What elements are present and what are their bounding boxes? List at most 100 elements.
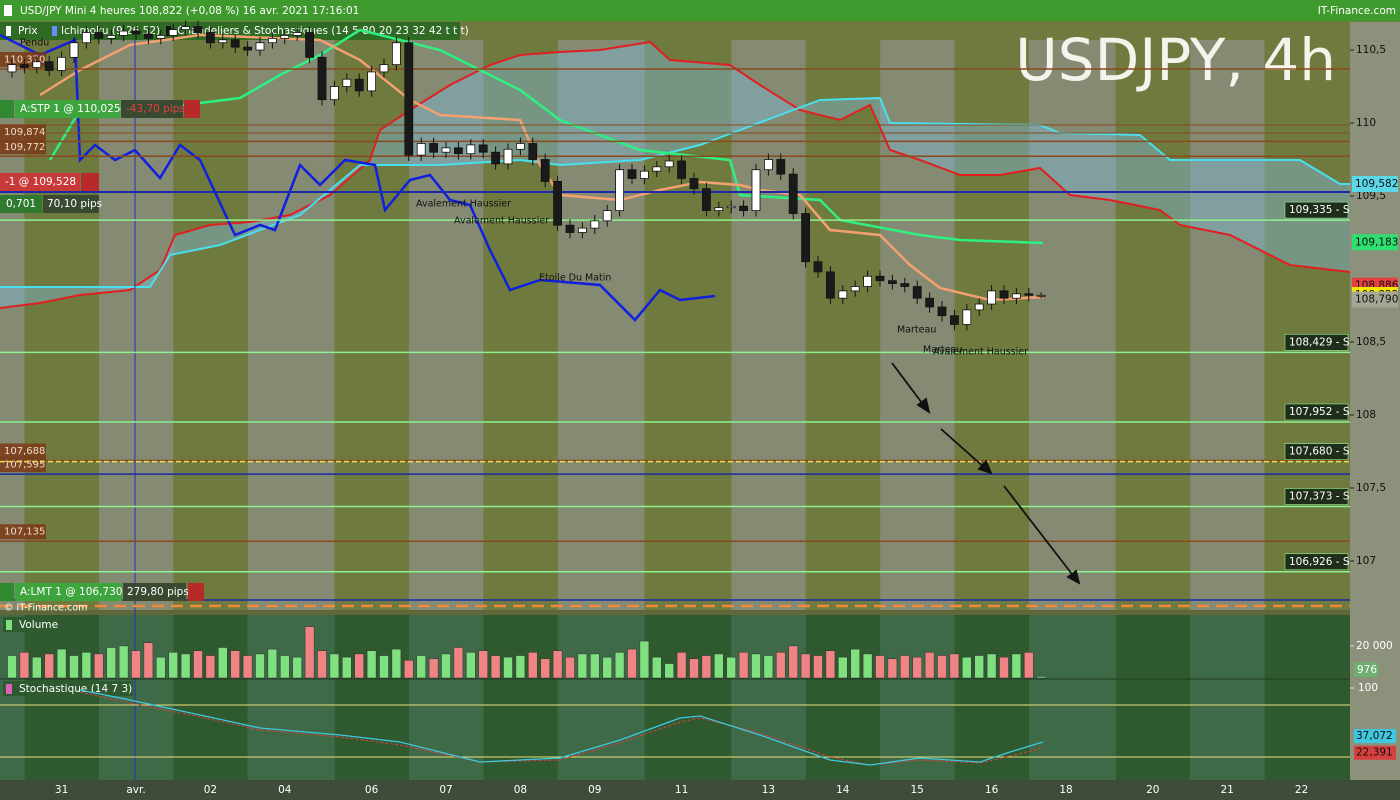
x-tick-label: 21 (1221, 784, 1234, 796)
volume-bar (168, 652, 178, 679)
legend-icon[interactable] (52, 26, 57, 36)
candle-body (156, 35, 166, 39)
x-tick-label: 22 (1295, 784, 1308, 796)
volume-bar (1024, 652, 1034, 679)
candle-body (602, 210, 612, 222)
volume-bar (937, 655, 947, 679)
volume-bar (81, 652, 92, 679)
volume-bar (255, 653, 265, 679)
panel-icon (6, 684, 12, 694)
day-band (247, 615, 335, 780)
order-box[interactable] (15, 100, 120, 118)
candle-body (453, 147, 463, 155)
price-marker-label: 109,183 (1355, 236, 1398, 248)
close-button[interactable] (81, 173, 99, 191)
legend-icon[interactable] (6, 26, 11, 36)
volume-bar (999, 656, 1009, 679)
volume-bar (490, 655, 501, 679)
annotation: Marteau (923, 345, 962, 356)
day-band (1264, 615, 1350, 780)
day-band (805, 40, 881, 610)
order-handle[interactable] (0, 583, 14, 601)
result-box (0, 195, 42, 213)
candle-body (168, 29, 178, 36)
candle-body (627, 169, 637, 179)
volume-bar (602, 656, 612, 679)
volume-bar (242, 655, 253, 679)
volume-bar (800, 653, 811, 679)
volume-bar (354, 653, 364, 679)
position-box[interactable] (0, 173, 80, 191)
candle-body (900, 283, 910, 287)
candle-body (565, 224, 575, 233)
level-label: 109,874 (4, 127, 45, 138)
day-band (483, 40, 558, 610)
volume-bar (528, 652, 538, 679)
order-box[interactable] (15, 583, 122, 601)
candle-body (516, 143, 525, 150)
legend-icon[interactable] (166, 26, 171, 36)
candle-body (354, 78, 364, 92)
candle-body (1024, 293, 1034, 296)
chart-marks: 110,5110109,5108,5108107,5107110,370109,… (0, 20, 1399, 796)
volume-bar (218, 647, 228, 679)
position-label[interactable]: -1 @ 109,528 (5, 176, 76, 188)
close-button[interactable] (188, 583, 204, 601)
y-tick-label: 108 (1356, 409, 1376, 421)
volume-bar (515, 655, 526, 679)
candle-body (677, 160, 686, 179)
x-tick-label: 04 (278, 784, 292, 796)
volume-marker-label: 976 (1357, 664, 1377, 676)
order-pips: -43,70 pips (126, 103, 185, 115)
day-band (0, 615, 25, 780)
position-result: 0,701 (6, 198, 36, 210)
order-pips-box (123, 583, 186, 601)
day-band (1029, 615, 1116, 780)
volume-bar (664, 663, 674, 679)
panel-title: Stochastique (14 7 3) (19, 683, 132, 695)
level-label: 107,595 (4, 460, 45, 471)
candle-body (999, 290, 1009, 299)
candle-body (838, 290, 848, 299)
day-band (644, 40, 732, 610)
legend-item[interactable]: Chandeliers & Stochastiques (14 5 80 20 … (177, 25, 469, 37)
stoch-marker (1354, 729, 1396, 744)
volume-bar (838, 656, 848, 679)
volume-bar (701, 655, 712, 679)
candle-body (267, 37, 277, 44)
price-marker (1352, 234, 1398, 251)
volume-bar (962, 656, 972, 679)
price-marker (1352, 176, 1398, 193)
annotation: Avalement Haussier (416, 199, 511, 210)
day-band (173, 40, 248, 610)
order-handle[interactable] (0, 100, 14, 118)
volume-bar (776, 652, 786, 679)
ichimoku-cloud (0, 42, 1350, 308)
volume-bar (788, 645, 798, 679)
candle-body (57, 56, 66, 71)
support-label: 107,952 - S (1289, 406, 1350, 418)
day-band (880, 615, 955, 780)
order-label[interactable]: A:LMT 1 @ 106,730 (20, 586, 122, 598)
volume-bar (404, 660, 414, 679)
volume-bar (441, 653, 451, 679)
close-button[interactable] (184, 100, 200, 118)
chikou (0, 33, 716, 322)
order-label[interactable]: A:STP 1 @ 110,025 (20, 103, 121, 115)
volume-bar (304, 626, 315, 679)
day-band (24, 615, 100, 780)
day-band (409, 615, 484, 780)
candle-body (1036, 294, 1046, 297)
day-band (334, 615, 409, 780)
day-band (1190, 615, 1265, 780)
day-band (409, 40, 484, 610)
volume-bar (56, 648, 67, 679)
legend-item[interactable]: Prix (18, 25, 38, 37)
volume-bar (503, 656, 513, 679)
volume-bar (639, 640, 650, 679)
panel-icon (6, 620, 12, 630)
day-band (880, 40, 955, 610)
